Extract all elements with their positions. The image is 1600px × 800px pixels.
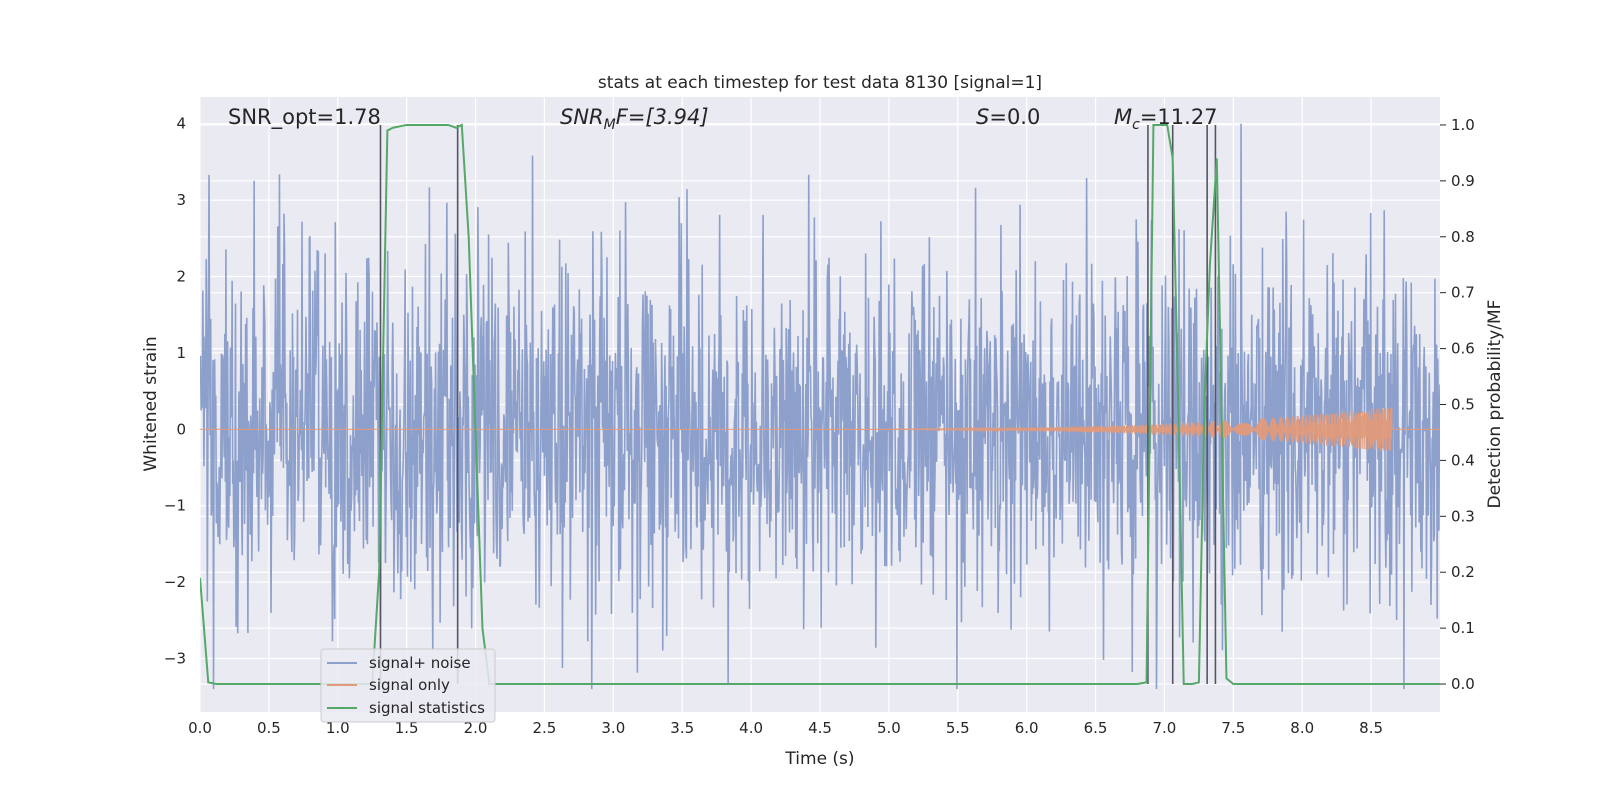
y-tick-label-right: 0.2 bbox=[1451, 563, 1475, 581]
x-tick-label: 5.5 bbox=[946, 719, 970, 737]
annotation-s: S=0.0 bbox=[976, 105, 1040, 129]
x-axis-label: Time (s) bbox=[784, 749, 854, 769]
y-tick-label-right: 0.3 bbox=[1451, 507, 1475, 525]
data-layer bbox=[200, 123, 1440, 690]
x-tick-label: 0.0 bbox=[188, 719, 212, 737]
y-tick-label-left: 0 bbox=[176, 420, 186, 438]
annotation-mc-tail: =11.27 bbox=[1140, 105, 1218, 129]
annotation-snr-mf: SNRMF=[3.94] bbox=[560, 105, 709, 133]
legend-label-signal-statistics: signal statistics bbox=[369, 699, 485, 717]
series-signal-only bbox=[200, 407, 1440, 451]
x-tick-label: 7.5 bbox=[1221, 719, 1245, 737]
x-tick-label: 6.5 bbox=[1084, 719, 1108, 737]
y-axis-label-left: Whitened strain bbox=[141, 336, 161, 471]
y-tick-label-right: 0.4 bbox=[1451, 451, 1475, 469]
annotation-s-main: S bbox=[976, 105, 989, 129]
x-tick-label: 0.5 bbox=[257, 719, 281, 737]
legend: signal+ noise signal only signal statist… bbox=[320, 648, 496, 723]
x-tick-label: 4.5 bbox=[808, 719, 832, 737]
x-tick-label: 2.5 bbox=[533, 719, 557, 737]
y-tick-label-left: 1 bbox=[176, 344, 186, 362]
annotation-mc: Mc=11.27 bbox=[1114, 105, 1218, 133]
x-tick-label: 3.0 bbox=[601, 719, 625, 737]
y-tick-label-left: −2 bbox=[164, 573, 186, 591]
annotation-snr-mf-sub: M bbox=[604, 117, 616, 133]
x-tick-label: 1.5 bbox=[395, 719, 419, 737]
y-tick-label-left: −1 bbox=[164, 497, 186, 515]
annotation-snr-mf-main: SNR bbox=[560, 105, 604, 129]
y-tick-label-right: 0.6 bbox=[1451, 340, 1475, 358]
x-tick-label: 8.0 bbox=[1290, 719, 1314, 737]
y-ticks-right: 1.0 0.9 0.8 0.7 0.6 0.5 0.4 0.3 0.2 0.1 0.0 bbox=[1440, 116, 1475, 693]
annotation-mc-main: M bbox=[1114, 105, 1132, 129]
x-tick-label: 6.0 bbox=[1015, 719, 1039, 737]
chart-title: stats at each timestep for test data 813… bbox=[598, 73, 1042, 93]
y-tick-label-right: 1.0 bbox=[1451, 116, 1475, 134]
y-tick-label-left: 4 bbox=[176, 115, 186, 133]
annotation-mc-sub: c bbox=[1132, 117, 1140, 133]
x-tick-label: 8.5 bbox=[1359, 719, 1383, 737]
annotation-snr-opt: SNR_opt=1.78 bbox=[228, 105, 381, 130]
y-tick-label-left: 3 bbox=[176, 191, 186, 209]
y-tick-label-right: 0.8 bbox=[1451, 228, 1475, 246]
series-signal-plus-noise bbox=[200, 123, 1440, 690]
series-signal-statistics bbox=[200, 123, 1440, 686]
y-tick-label-right: 0.0 bbox=[1451, 675, 1475, 693]
y-axis-label-right: Detection probability/MF bbox=[1485, 300, 1505, 509]
y-tick-label-right: 0.1 bbox=[1451, 619, 1475, 637]
x-tick-label: 2.0 bbox=[464, 719, 488, 737]
x-tick-label: 7.0 bbox=[1153, 719, 1177, 737]
annotation-s-tail: =0.0 bbox=[989, 105, 1040, 129]
y-tick-label-right: 0.9 bbox=[1451, 172, 1475, 190]
y-tick-label-right: 0.5 bbox=[1451, 396, 1475, 414]
y-tick-label-left: −3 bbox=[164, 650, 186, 668]
y-tick-label-right: 0.7 bbox=[1451, 284, 1475, 302]
y-tick-label-left: 2 bbox=[176, 268, 186, 286]
annotation-snr-mf-tail: F=[3.94] bbox=[616, 105, 709, 129]
x-ticks: 0.0 0.5 1.0 1.5 2.0 2.5 3.0 3.5 4.0 4.5 5.0 5.5 6.0 6… bbox=[188, 719, 1383, 737]
x-tick-label: 4.0 bbox=[739, 719, 763, 737]
x-tick-label: 3.5 bbox=[670, 719, 694, 737]
x-tick-label: 5.0 bbox=[877, 719, 901, 737]
legend-label-signal-only: signal only bbox=[369, 676, 450, 694]
legend-label-signal-plus-noise: signal+ noise bbox=[369, 654, 471, 672]
y-ticks-left: 4 3 2 1 0 −1 −2 −3 bbox=[164, 115, 186, 668]
legend-box bbox=[320, 648, 496, 723]
x-tick-label: 1.0 bbox=[326, 719, 350, 737]
